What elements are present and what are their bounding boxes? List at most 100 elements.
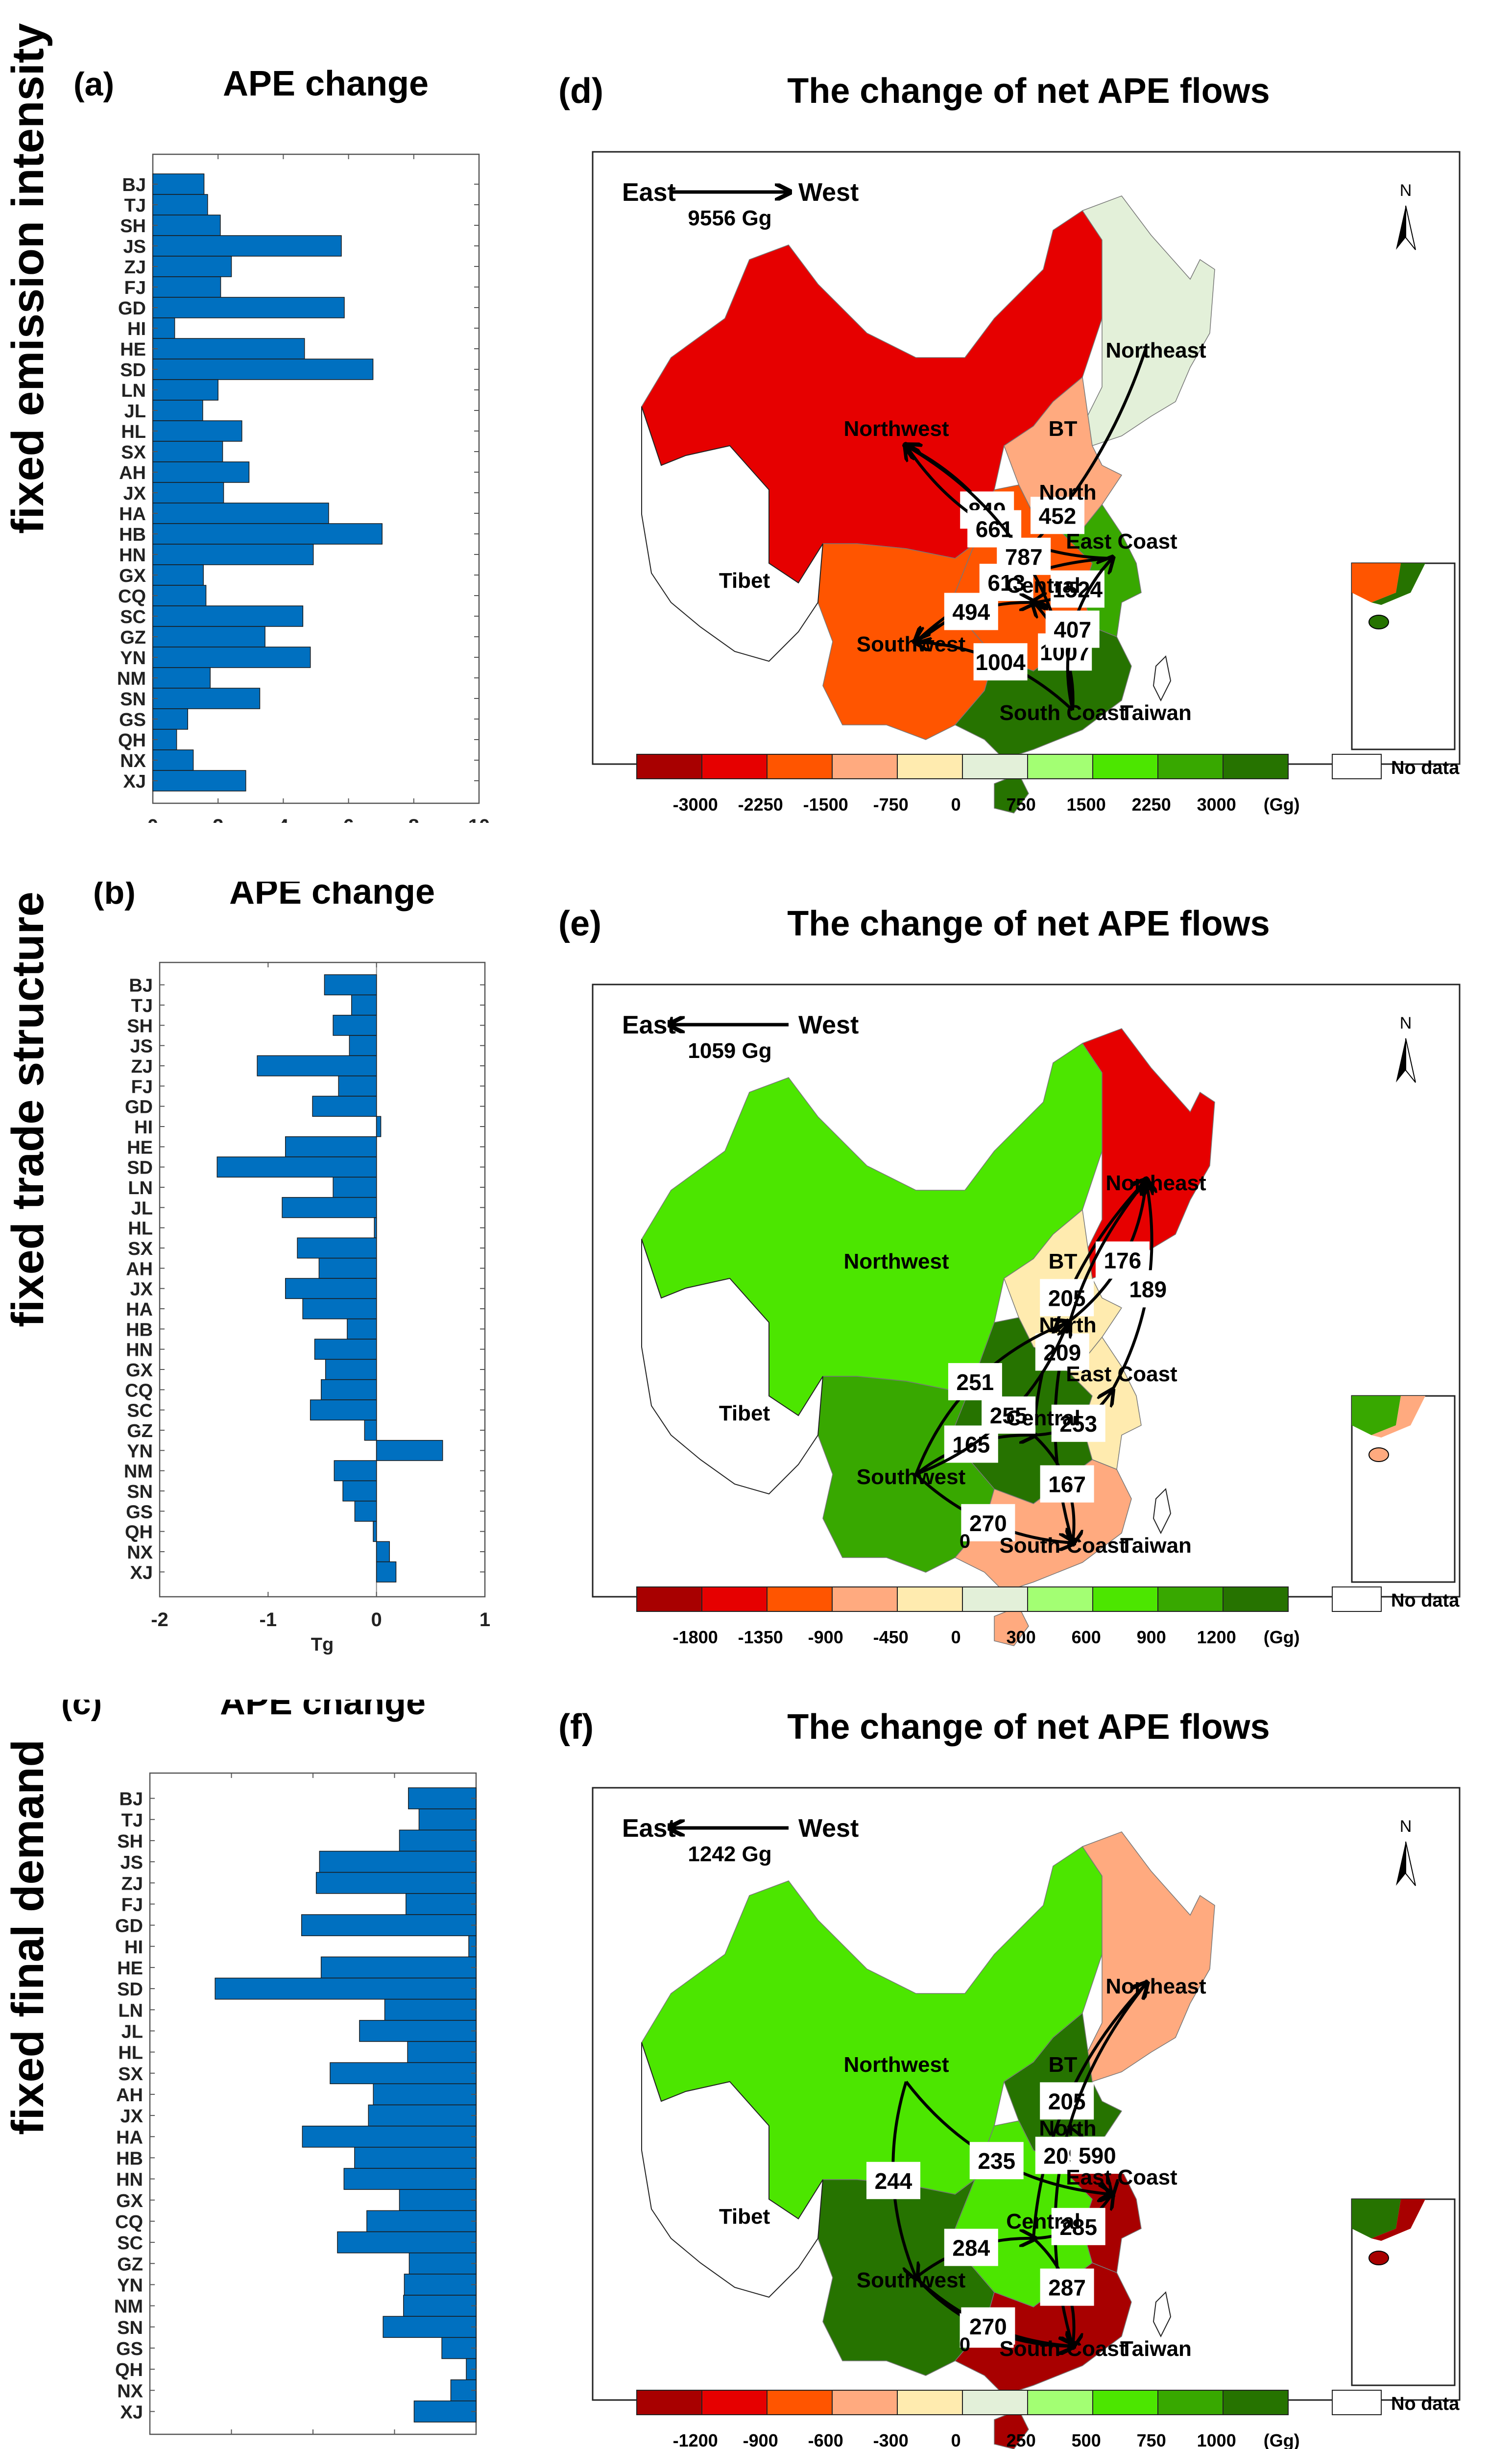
region-label-east-coast: East Coast: [1066, 2165, 1177, 2189]
region-label-north: North: [1039, 1313, 1096, 1337]
region-label-south-coast: South Coast: [999, 701, 1126, 725]
bar-gz: [364, 1419, 377, 1441]
bar-chart-svg: (b) APE changeBJTJSHJSZJFJGDHIHESDLNJLHLS…: [93, 872, 490, 1655]
y-tick-label: GS: [119, 710, 146, 730]
region-label-tibet: Tibet: [719, 569, 770, 593]
bar-nm: [403, 2295, 477, 2317]
y-tick-label: LN: [118, 2000, 143, 2021]
map-title: The change of net APE flows: [787, 1707, 1270, 1747]
y-tick-label: SN: [127, 1482, 153, 1502]
bar-ln: [384, 1998, 477, 2021]
x-tick-label: -1: [260, 1609, 277, 1631]
y-tick-label: SX: [121, 442, 146, 463]
y-tick-label: GS: [126, 1502, 153, 1522]
y-tick-label: QH: [118, 730, 146, 751]
y-tick-label: HL: [128, 1219, 153, 1239]
y-tick-label: LN: [121, 381, 146, 401]
bar-gs: [354, 1500, 377, 1522]
y-tick-label: FJ: [121, 1895, 143, 1915]
y-tick-label: JL: [131, 1198, 153, 1219]
y-tick-label: NX: [120, 751, 146, 771]
legend-tick-label: (Gg): [1264, 1627, 1300, 1647]
bar-ha: [302, 2125, 477, 2148]
bar-hn: [152, 544, 314, 565]
bar-jx: [368, 2104, 477, 2127]
bar-gz: [152, 626, 265, 648]
flow-map-e: (e) The change of net APE flows 205 176 209 1…: [539, 862, 1512, 1670]
legend-tick-label: -1350: [738, 1627, 783, 1647]
legend-swatch: [897, 1586, 963, 1612]
flow-map-f: (f) The change of net APE flows 205 235 209 2…: [539, 1665, 1512, 2449]
legend-no-data-label: No data: [1391, 1590, 1460, 1611]
legend-no-data-label: No data: [1391, 758, 1460, 778]
bar-ah: [318, 1257, 377, 1279]
bar-sd: [152, 359, 374, 380]
y-tick-label: SD: [120, 360, 146, 381]
y-tick-label: YN: [127, 1441, 153, 1462]
north-label: N: [1400, 181, 1412, 200]
legend-swatch: [1027, 2390, 1093, 2415]
y-tick-label: HA: [119, 504, 146, 525]
legend-tick-label: 250: [1007, 2430, 1036, 2449]
map-title: The change of net APE flows: [787, 904, 1270, 943]
region-label-southwest: Southwest: [857, 2268, 966, 2292]
y-tick-label: SN: [117, 2318, 143, 2338]
y-tick-label: GZ: [127, 1421, 153, 1441]
bar-ln: [333, 1176, 377, 1198]
east-label: East: [622, 1011, 676, 1039]
y-tick-label: GD: [125, 1097, 153, 1118]
region-label-northwest: Northwest: [843, 417, 949, 441]
panel-label: (b): [93, 882, 136, 911]
y-tick-label: JX: [123, 483, 146, 504]
inset-mainland-west: [1352, 563, 1401, 602]
region-label-bt: BT: [1049, 1249, 1078, 1273]
y-tick-label: GZ: [120, 627, 146, 648]
north-arrow-icon: [1396, 1038, 1406, 1082]
bar-ha: [152, 503, 329, 524]
bar-chart-svg: (a) APE changeBJTJSHJSZJFJGDHIHESDLNJLHLS…: [73, 64, 490, 862]
west-label: West: [798, 178, 859, 207]
legend-tick-label: -2250: [738, 794, 783, 815]
bar-gs: [152, 708, 189, 730]
region-label-central: Central: [1006, 2209, 1080, 2233]
x-tick-label: -2: [151, 1609, 168, 1631]
legend-swatch: [962, 1586, 1028, 1612]
flow-value-label: 284: [952, 2235, 990, 2260]
y-tick-label: HE: [120, 339, 146, 360]
flow-value-label: 452: [1039, 503, 1077, 528]
map-title: The change of net APE flows: [787, 72, 1270, 111]
legend-tick-label: (Gg): [1264, 794, 1300, 815]
bar-xj: [152, 770, 246, 792]
y-tick-label: JX: [120, 2106, 144, 2127]
y-tick-label: ZJ: [121, 1873, 143, 1894]
bar-nm: [152, 667, 211, 689]
y-tick-label: AH: [116, 2085, 143, 2106]
y-tick-label: NX: [117, 2381, 143, 2401]
region-label-east-coast: East Coast: [1066, 1362, 1177, 1386]
y-tick-label: CQ: [115, 2212, 143, 2233]
y-tick-label: SX: [118, 2064, 143, 2085]
y-tick-label: HL: [121, 422, 146, 442]
y-tick-label: HB: [126, 1320, 153, 1340]
y-tick-label: YN: [117, 2275, 143, 2296]
bar-gs: [441, 2337, 477, 2359]
flow-value-box: [1121, 1270, 1175, 1308]
legend-swatch: [636, 754, 702, 779]
flow-value-label: 494: [952, 599, 990, 624]
west-label: West: [798, 1814, 859, 1843]
bar-jx: [152, 482, 224, 504]
bar-fj: [152, 276, 221, 298]
flow-value-box: [948, 1363, 1002, 1400]
legend-swatch: [962, 754, 1028, 779]
legend-tick-label: 2250: [1132, 794, 1171, 815]
region-label-central: Central: [1006, 574, 1080, 598]
legend-tick-label: 750: [1007, 794, 1036, 815]
flow-value-box: [961, 1504, 1015, 1541]
inset-mainland-coast: [1371, 2199, 1425, 2241]
legend-swatch: [1092, 2390, 1158, 2415]
legend-tick-label: -1200: [673, 2430, 718, 2449]
bar-hl: [152, 420, 242, 442]
north-label: N: [1400, 1014, 1412, 1032]
bar-sc: [310, 1399, 377, 1421]
y-tick-label: JS: [123, 237, 146, 257]
